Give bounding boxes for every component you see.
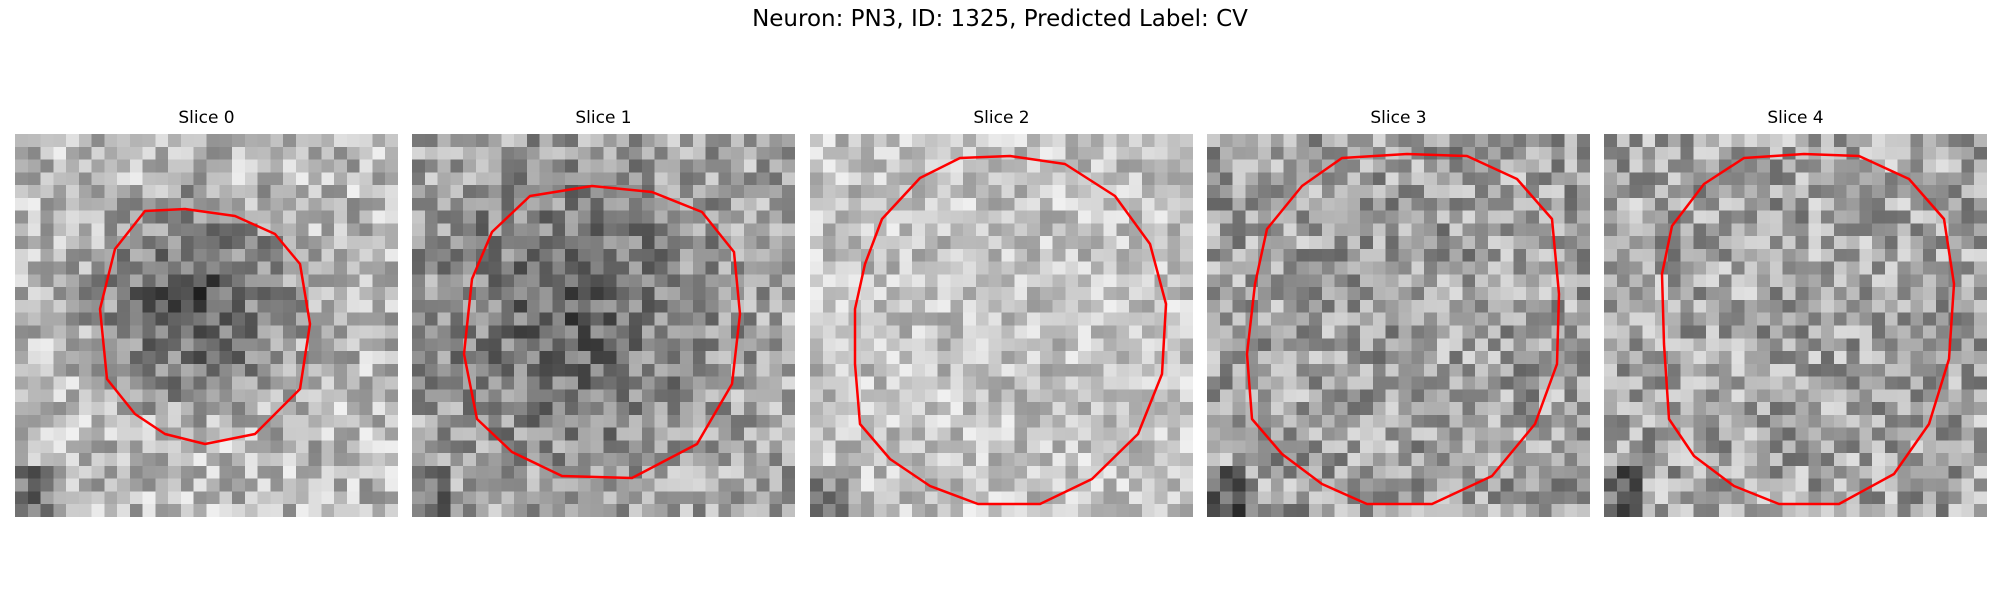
slice-title-0: Slice 0: [178, 108, 235, 128]
slice-title-1: Slice 1: [575, 108, 632, 128]
slice-image-1: [412, 134, 795, 517]
grayscale-slice-image-1: [412, 134, 795, 517]
grayscale-slice-image-2: [810, 134, 1193, 517]
slice-image-4: [1604, 134, 1987, 517]
figure-title: Neuron: PN3, ID: 1325, Predicted Label: …: [752, 6, 1248, 32]
slice-title-4: Slice 4: [1767, 108, 1824, 128]
grayscale-slice-image-4: [1604, 134, 1987, 517]
grayscale-slice-image-3: [1207, 134, 1590, 517]
slice-image-2: [810, 134, 1193, 517]
slice-title-2: Slice 2: [973, 108, 1030, 128]
grayscale-slice-image-0: [15, 134, 398, 517]
slice-image-3: [1207, 134, 1590, 517]
slice-title-3: Slice 3: [1370, 108, 1427, 128]
slice-image-0: [15, 134, 398, 517]
